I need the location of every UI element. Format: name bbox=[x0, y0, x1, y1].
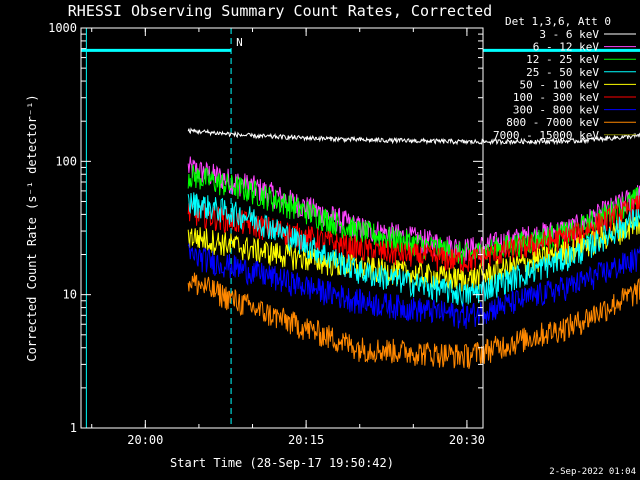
legend-label-2: 12 - 25 keV bbox=[526, 53, 599, 66]
legend-label-5: 100 - 300 keV bbox=[513, 91, 599, 104]
date-stamp: 2-Sep-2022 01:04 bbox=[549, 467, 636, 477]
series-line-0 bbox=[187, 127, 640, 146]
series-line-4 bbox=[187, 216, 640, 293]
y-tick-label-2: 100 bbox=[55, 154, 77, 168]
x-axis-label: Start Time (28-Sep-17 19:50:42) bbox=[170, 456, 394, 470]
marker-label-1: N bbox=[236, 36, 243, 49]
y-tick-label-3: 1000 bbox=[48, 21, 77, 35]
series-line-6 bbox=[187, 242, 640, 330]
chart-title: RHESSI Observing Summary Count Rates, Co… bbox=[68, 2, 492, 20]
y-tick-label-1: 10 bbox=[63, 288, 77, 302]
plot-frame bbox=[80, 27, 484, 429]
legend-label-7: 800 - 7000 keV bbox=[506, 116, 599, 129]
legend-title: Det 1,3,6, Att 0 bbox=[505, 15, 611, 28]
legend-label-0: 3 - 6 keV bbox=[539, 28, 599, 41]
series-line-3 bbox=[187, 192, 640, 307]
x-tick-label-2: 20:30 bbox=[449, 433, 485, 447]
x-tick-label-1: 20:15 bbox=[288, 433, 324, 447]
legend-label-3: 25 - 50 keV bbox=[526, 66, 599, 79]
y-tick-label-0: 1 bbox=[70, 421, 77, 435]
legend-label-1: 6 - 12 keV bbox=[533, 41, 600, 54]
y-axis-label: Corrected Count Rate (s⁻¹ detector⁻¹) bbox=[25, 94, 39, 361]
legend-label-4: 50 - 100 keV bbox=[520, 78, 600, 91]
x-tick-label-0: 20:00 bbox=[127, 433, 163, 447]
legend-label-8: 7000 - 15000 keV bbox=[493, 129, 599, 142]
series-line-7 bbox=[187, 272, 640, 370]
legend-label-6: 300 - 800 keV bbox=[513, 104, 599, 117]
